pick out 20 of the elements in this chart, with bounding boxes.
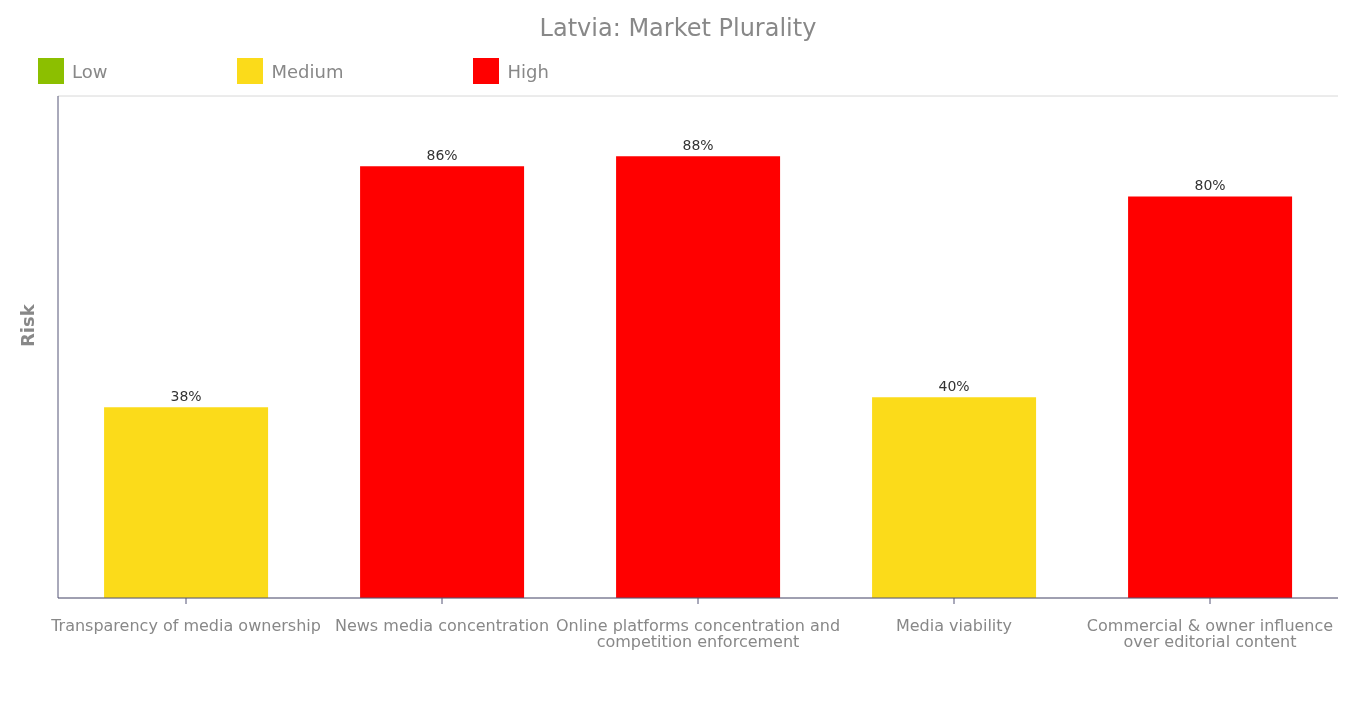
- bar: [872, 397, 1037, 598]
- legend-label: Medium: [271, 60, 344, 82]
- bar: [104, 407, 269, 598]
- chart-title: Latvia: Market Plurality: [538, 13, 818, 44]
- x-tick-label: Commercial & owner influence over editorial content: [1086, 616, 1334, 652]
- bar: [616, 156, 781, 598]
- x-tick-label: News media concentration: [334, 616, 550, 636]
- legend-label: High: [507, 60, 549, 82]
- bar: [360, 166, 525, 598]
- y-axis-title: Risk: [17, 303, 39, 347]
- bar: [1128, 196, 1293, 598]
- x-tick-label: Media viability: [895, 616, 1013, 636]
- data-label: 40%: [938, 378, 970, 395]
- legend-label: Low: [72, 60, 108, 82]
- data-label: 80%: [1194, 177, 1226, 194]
- x-tick-label: Transparency of media ownership: [50, 616, 321, 636]
- data-label: 86%: [426, 147, 458, 164]
- data-label: 38%: [170, 388, 202, 405]
- data-label: 88%: [682, 137, 714, 154]
- x-tick-label: Online platforms concentration and competition enforcement: [555, 616, 841, 652]
